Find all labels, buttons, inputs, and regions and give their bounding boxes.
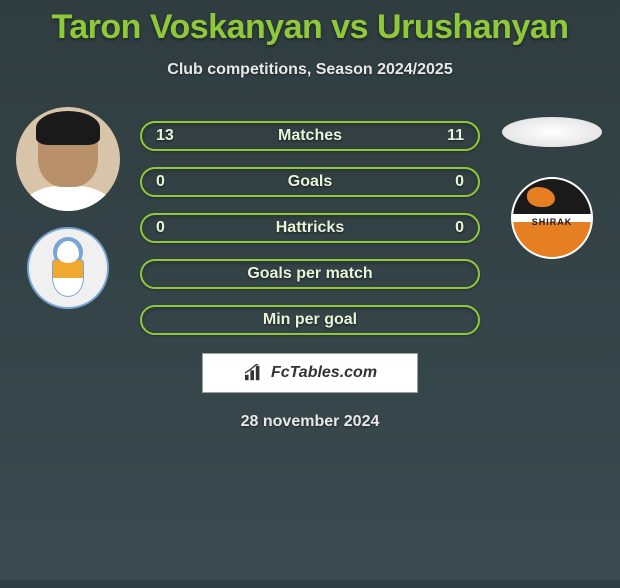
player-left-avatar <box>16 107 120 211</box>
club-left-badge <box>27 227 109 309</box>
stat-row-goals: 0 Goals 0 <box>140 167 480 197</box>
stat-row-matches: 13 Matches 11 <box>140 121 480 151</box>
stat-label: Goals per match <box>247 265 372 283</box>
stat-label: Min per goal <box>263 311 357 329</box>
stat-right-value: 0 <box>436 173 464 191</box>
brand-box: FcTables.com <box>202 353 418 393</box>
stat-left-value: 0 <box>156 219 184 237</box>
stat-row-hattricks: 0 Hattricks 0 <box>140 213 480 243</box>
stat-row-min-per-goal: Min per goal <box>140 305 480 335</box>
stat-left-value: 13 <box>156 127 184 145</box>
page-title: Taron Voskanyan vs Urushanyan <box>0 8 620 47</box>
stat-row-goals-per-match: Goals per match <box>140 259 480 289</box>
stat-label: Hattricks <box>276 219 344 237</box>
brand-text: FcTables.com <box>271 364 377 382</box>
left-player-column <box>8 107 128 309</box>
subtitle: Club competitions, Season 2024/2025 <box>0 61 620 79</box>
comparison-panel: SHIRAK 13 Matches 11 0 Goals 0 0 Hattric… <box>0 107 620 347</box>
club-right-badge: SHIRAK <box>511 177 593 259</box>
stat-label: Goals <box>288 173 332 191</box>
player-right-avatar-placeholder <box>502 117 602 147</box>
right-player-column: SHIRAK <box>492 107 612 259</box>
date-text: 28 november 2024 <box>0 413 620 431</box>
bar-chart-icon <box>243 364 265 382</box>
stat-right-value: 0 <box>436 219 464 237</box>
stats-list: 13 Matches 11 0 Goals 0 0 Hattricks 0 Go… <box>140 121 480 351</box>
stat-right-value: 11 <box>436 127 464 145</box>
stat-left-value: 0 <box>156 173 184 191</box>
club-right-label: SHIRAK <box>513 217 591 227</box>
stat-label: Matches <box>278 127 342 145</box>
